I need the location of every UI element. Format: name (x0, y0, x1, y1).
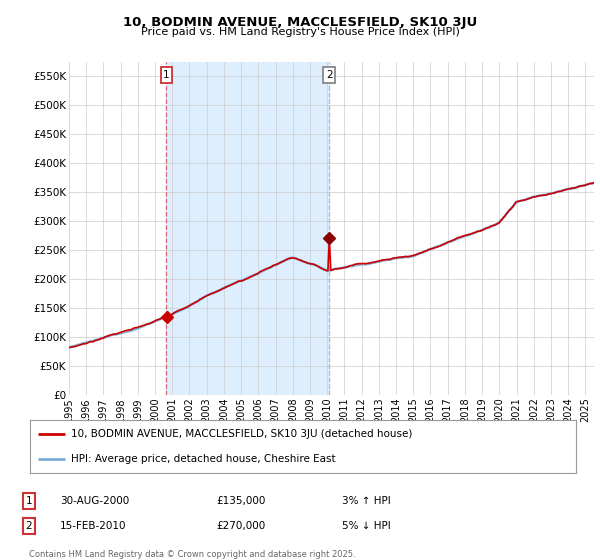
Text: HPI: Average price, detached house, Cheshire East: HPI: Average price, detached house, Ches… (71, 454, 335, 464)
Text: 2: 2 (25, 521, 32, 531)
Bar (166, 62, 329, 395)
Text: 3% ↑ HPI: 3% ↑ HPI (342, 496, 391, 506)
Text: 2: 2 (326, 70, 332, 80)
Text: £135,000: £135,000 (216, 496, 265, 506)
Text: 30-AUG-2000: 30-AUG-2000 (60, 496, 129, 506)
Text: Price paid vs. HM Land Registry's House Price Index (HPI): Price paid vs. HM Land Registry's House … (140, 27, 460, 37)
Text: £270,000: £270,000 (216, 521, 265, 531)
Text: Contains HM Land Registry data © Crown copyright and database right 2025.
This d: Contains HM Land Registry data © Crown c… (29, 550, 355, 560)
Text: 1: 1 (163, 70, 170, 80)
Text: 1: 1 (25, 496, 32, 506)
Text: 5% ↓ HPI: 5% ↓ HPI (342, 521, 391, 531)
Text: 15-FEB-2010: 15-FEB-2010 (60, 521, 127, 531)
Text: 10, BODMIN AVENUE, MACCLESFIELD, SK10 3JU: 10, BODMIN AVENUE, MACCLESFIELD, SK10 3J… (123, 16, 477, 29)
Text: 10, BODMIN AVENUE, MACCLESFIELD, SK10 3JU (detached house): 10, BODMIN AVENUE, MACCLESFIELD, SK10 3J… (71, 430, 412, 440)
